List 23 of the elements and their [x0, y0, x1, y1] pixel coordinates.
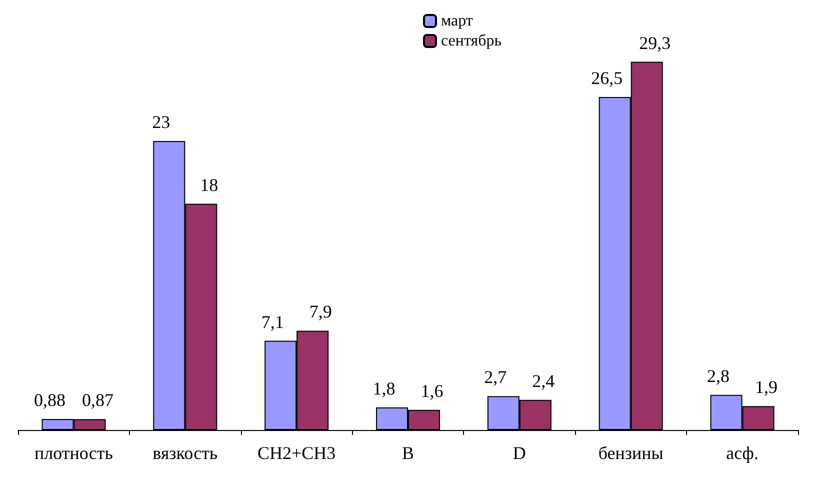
x-tick-label: B: [402, 443, 414, 463]
data-label: 26,5: [591, 68, 623, 88]
x-tick-label: асф.: [726, 443, 758, 463]
data-label: 1,8: [372, 378, 396, 398]
data-label: 0,88: [34, 390, 66, 410]
data-label: 2,8: [707, 366, 730, 386]
data-label: 1,6: [420, 380, 444, 401]
x-tick-label: плотность: [34, 443, 113, 463]
x-tick-label: CH2+CH3: [257, 443, 336, 463]
data-label: 2,7: [484, 367, 507, 388]
data-label: 1,9: [755, 377, 778, 398]
legend-label: сентябрь: [441, 32, 502, 50]
x-tick-label: бензины: [598, 443, 664, 463]
data-label: 18: [200, 174, 218, 195]
data-label: 7,9: [309, 302, 332, 322]
x-tick-label: D: [512, 443, 526, 463]
legend-label: март: [441, 12, 473, 30]
data-label: 2,4: [532, 370, 555, 391]
x-tick-label: вязкость: [152, 443, 218, 463]
data-label: 23: [152, 112, 170, 132]
data-label: 0,87: [82, 390, 114, 410]
data-label: 29,3: [639, 32, 671, 53]
data-label: 7,1: [261, 312, 284, 332]
